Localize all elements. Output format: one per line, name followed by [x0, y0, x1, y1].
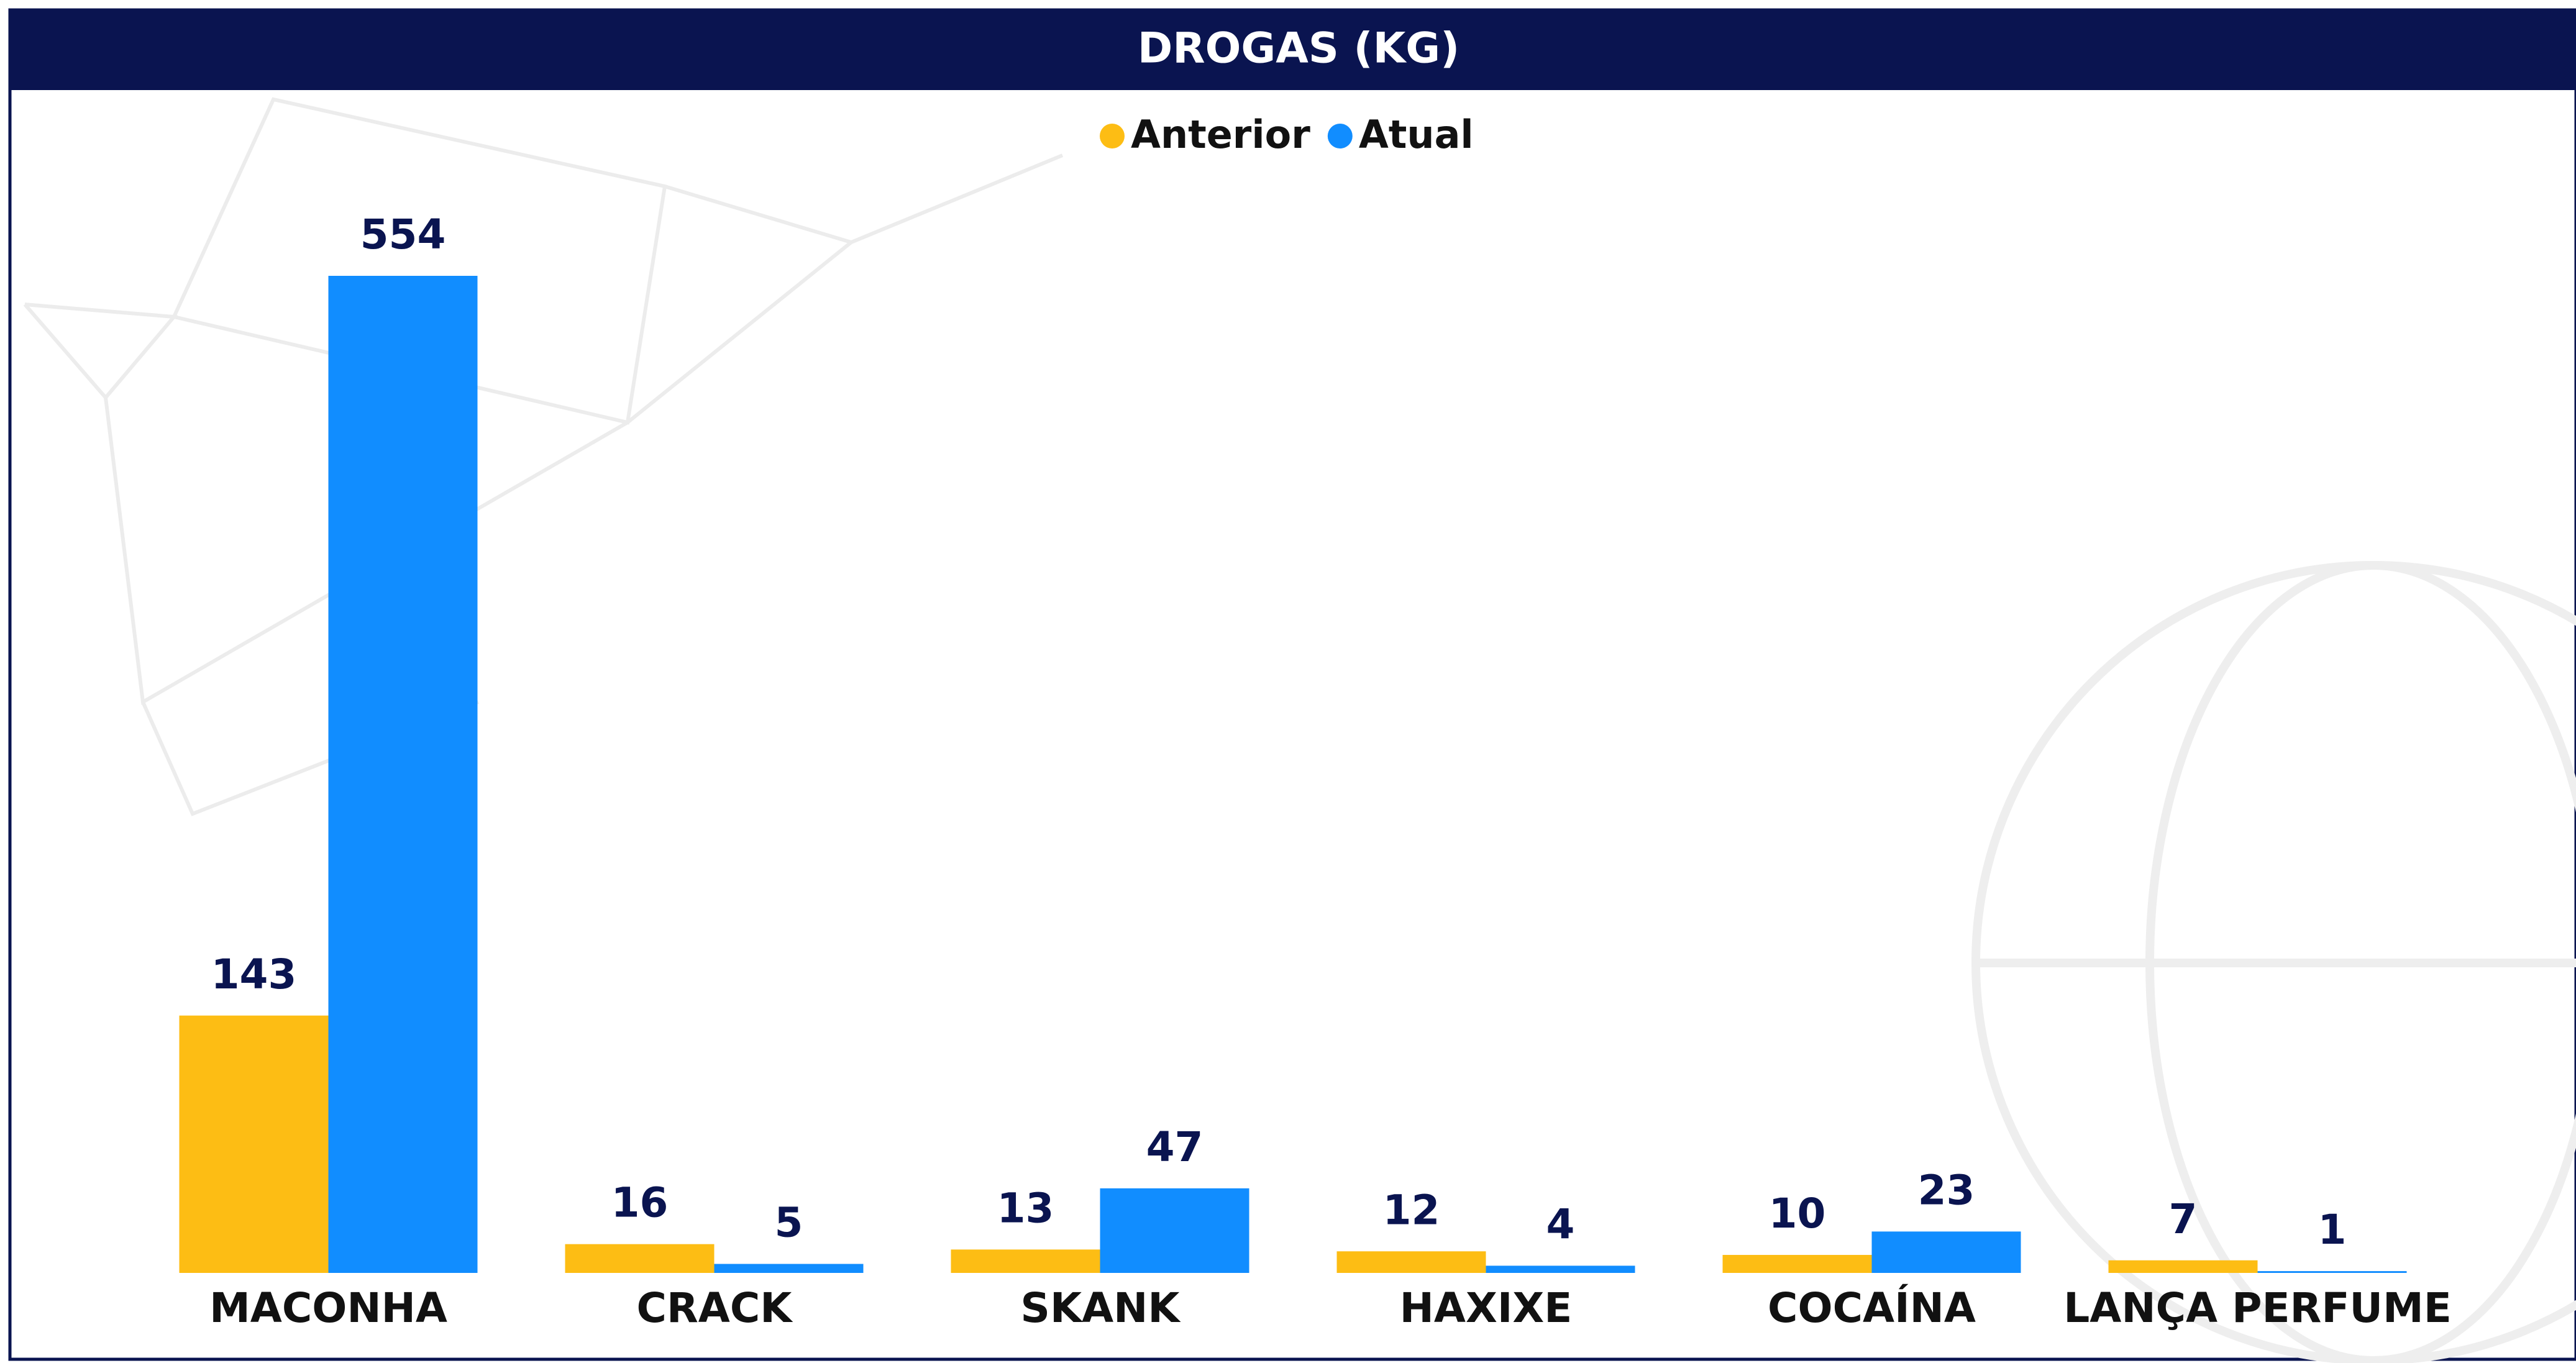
- data-label: 12: [1383, 1186, 1440, 1234]
- bar: [2258, 1271, 2407, 1273]
- data-label: 554: [360, 211, 446, 258]
- bar: [329, 276, 478, 1273]
- legend-label: Anterior: [1131, 112, 1310, 157]
- data-label: 10: [1769, 1190, 1826, 1238]
- x-tick-label: CRACK: [637, 1284, 794, 1332]
- x-tick-label: MACONHA: [209, 1284, 447, 1332]
- bar: [1872, 1231, 2021, 1273]
- bar: [715, 1264, 864, 1273]
- legend-swatch: [1328, 124, 1353, 148]
- x-tick-label: COCAÍNA: [1768, 1283, 1976, 1332]
- data-label: 143: [211, 950, 297, 998]
- bar: [1486, 1265, 1635, 1273]
- data-label: 7: [2169, 1195, 2198, 1243]
- x-tick-label: LANÇA PERFUME: [2063, 1284, 2452, 1332]
- bar: [1723, 1255, 1872, 1273]
- legend-swatch: [1100, 124, 1125, 148]
- bar: [951, 1249, 1100, 1273]
- legend: Anterior Atual: [1100, 112, 1474, 157]
- chart: DROGAS (KG) Anterior Atual MACONHA 143 554 C…: [0, 0, 2576, 1363]
- x-tick-label: HAXIXE: [1400, 1284, 1573, 1332]
- bar: [1100, 1188, 1249, 1273]
- bar: [180, 1016, 329, 1273]
- bar: [2109, 1260, 2258, 1273]
- legend-label: Atual: [1359, 112, 1474, 157]
- data-label: 13: [997, 1184, 1054, 1232]
- data-label: 16: [611, 1179, 669, 1227]
- chart-title: DROGAS (KG): [1138, 24, 1459, 73]
- data-label: 1: [2318, 1206, 2347, 1254]
- data-label: 5: [775, 1199, 803, 1247]
- data-label: 23: [1918, 1166, 1975, 1214]
- bar: [1337, 1251, 1486, 1273]
- data-label: 4: [1546, 1200, 1575, 1248]
- x-tick-label: SKANK: [1020, 1284, 1181, 1332]
- bar: [565, 1244, 715, 1273]
- data-label: 47: [1146, 1123, 1204, 1171]
